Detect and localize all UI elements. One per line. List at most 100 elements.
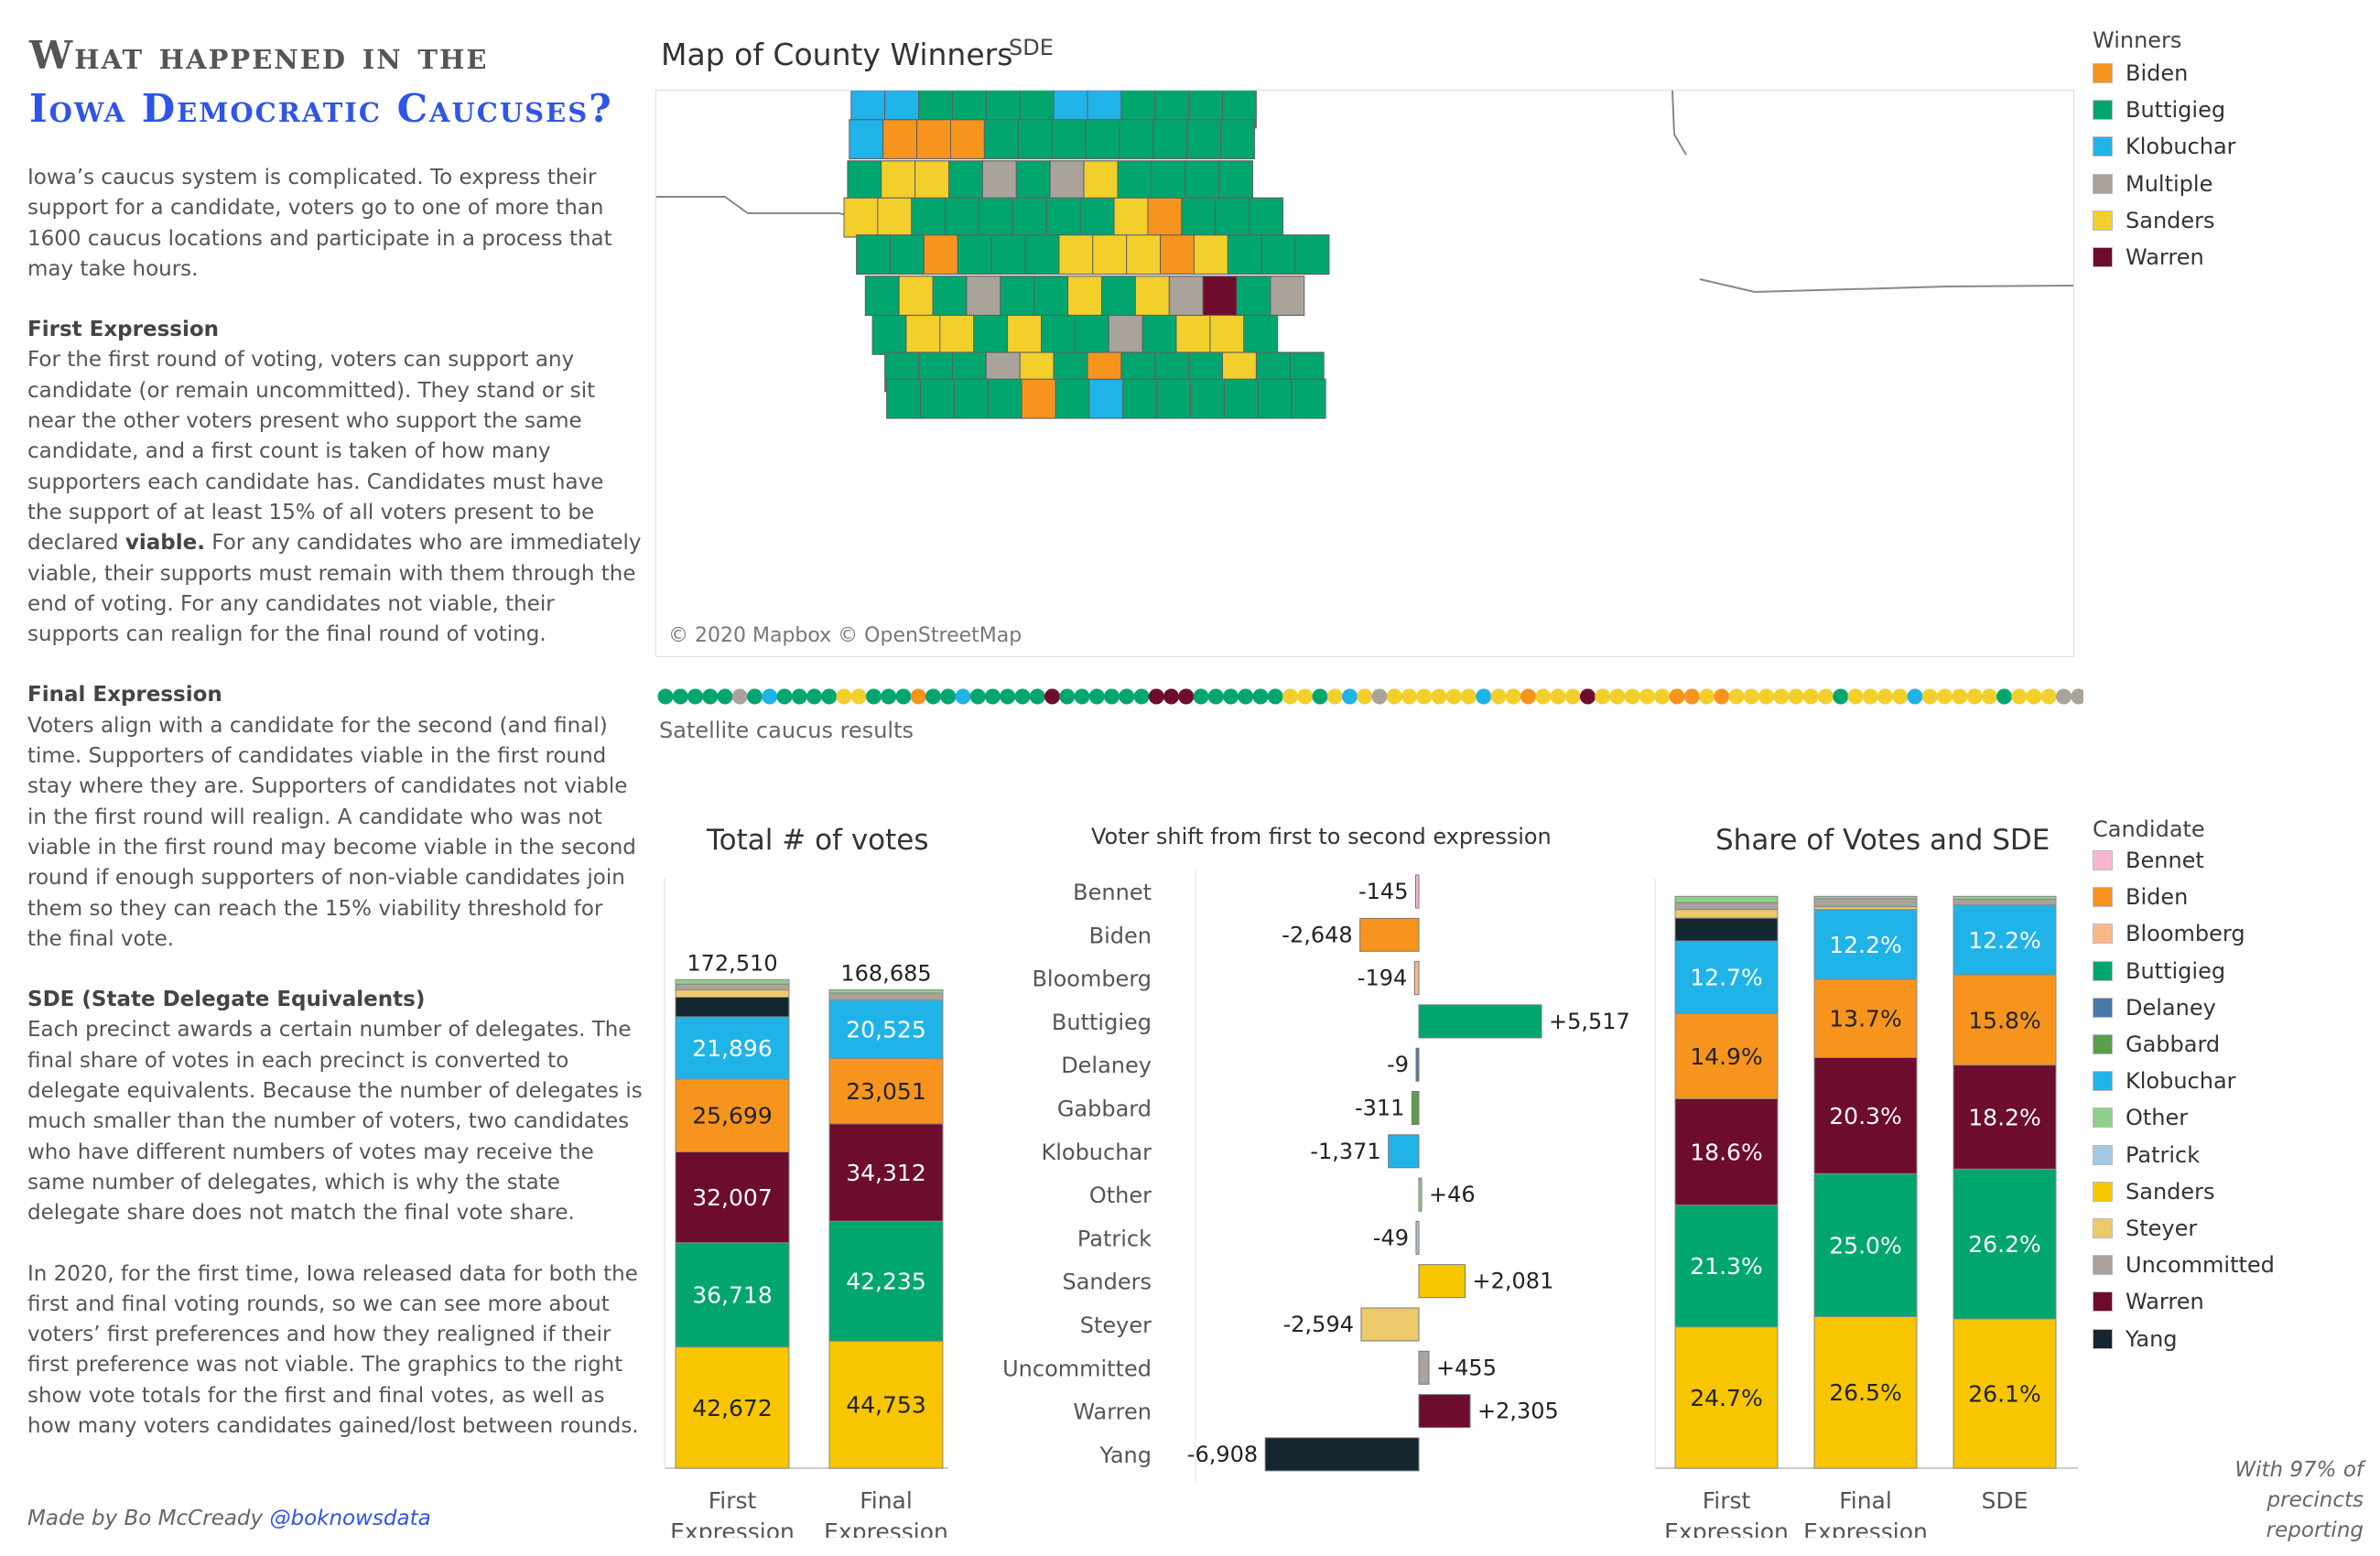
satellite-dot[interactable] [1088,688,1105,705]
county[interactable] [1007,314,1042,355]
satellite-dot[interactable] [836,688,852,705]
satellite-dot[interactable] [806,688,822,705]
satellite-dot[interactable] [1252,688,1269,705]
county[interactable] [923,234,958,276]
shift-bar-gabbard[interactable] [1411,1091,1420,1125]
satellite-dot[interactable] [672,688,688,705]
bar-uncommitted-first-expression[interactable] [675,983,790,990]
satellite-dot[interactable] [955,688,971,705]
bar-other-first-expression[interactable] [675,978,790,985]
satellite-dot[interactable] [1921,688,1938,705]
satellite-dot[interactable] [969,688,986,705]
bar-sanders-final-expression[interactable] [828,1340,944,1469]
satellite-dot[interactable] [1996,688,2012,705]
bar-klobuchar-sde[interactable] [1953,904,2057,976]
county[interactable] [1160,234,1195,276]
satellite-dot[interactable] [1193,688,1209,705]
county[interactable] [1055,378,1090,419]
satellite-dot[interactable] [1758,688,1774,705]
bar-uncommitted-sde[interactable] [1953,898,2057,906]
county[interactable] [1175,314,1211,355]
county[interactable] [1079,197,1115,238]
county[interactable] [1236,276,1271,317]
satellite-dot[interactable] [1520,688,1536,705]
bar-buttigieg-first-expression[interactable] [1674,1205,1779,1328]
county[interactable] [979,197,1013,238]
satellite-dot[interactable] [1550,688,1566,705]
county[interactable] [1033,276,1069,317]
satellite-dot[interactable] [1461,688,1477,705]
county[interactable] [1185,160,1220,201]
satellite-dot[interactable] [1178,688,1195,705]
satellite-dot[interactable] [850,688,867,705]
county[interactable] [1168,276,1204,317]
satellite-dot[interactable] [1728,688,1745,705]
satellite-dot[interactable] [1104,688,1120,705]
shift-bar-bennet[interactable] [1414,874,1420,909]
county[interactable] [953,378,989,419]
legend-winner-warren[interactable]: Warren [2093,244,2204,270]
shift-bar-uncommitted[interactable] [1418,1350,1430,1385]
credit-handle-link[interactable]: @boknowsdata [269,1507,431,1530]
satellite-dot[interactable] [1416,688,1433,705]
county[interactable] [987,378,1022,419]
bar-sanders-final-expression[interactable] [1813,1315,1918,1469]
legend-candidate-sanders[interactable]: Sanders [2093,1179,2215,1205]
shift-bar-sanders[interactable] [1418,1264,1466,1299]
satellite-dot[interactable] [1238,688,1254,705]
county[interactable] [973,314,1009,355]
satellite-dot[interactable] [2026,688,2042,705]
bar-steyer-first-expression[interactable] [675,989,790,998]
satellite-dot[interactable] [731,688,748,705]
bar-biden-final-expression[interactable] [828,1057,944,1125]
satellite-dot[interactable] [1564,688,1581,705]
satellite-dot[interactable] [1207,688,1224,705]
county[interactable] [871,314,907,355]
satellite-dot[interactable] [1223,688,1239,705]
county[interactable] [1058,234,1094,276]
satellite-dot[interactable] [1505,688,1521,705]
satellite-dot[interactable] [1818,688,1834,705]
bar-uncommitted-final-expression[interactable] [828,992,944,1001]
county[interactable] [1049,160,1085,201]
satellite-dots[interactable] [655,686,2083,707]
county[interactable] [1141,314,1177,355]
legend-candidate-buttigieg[interactable]: Buttigieg [2093,958,2225,984]
shift-bar-steyer[interactable] [1360,1307,1420,1342]
county[interactable] [981,160,1017,201]
satellite-dot[interactable] [1595,688,1611,705]
legend-candidate-bennet[interactable]: Bennet [2093,848,2204,873]
satellite-dot[interactable] [1163,688,1179,705]
satellite-dot[interactable] [1386,688,1402,705]
county[interactable] [914,160,950,201]
county[interactable] [881,160,916,201]
shift-bar-other[interactable] [1418,1177,1423,1212]
county[interactable] [1223,378,1259,419]
legend-candidate-gabbard[interactable]: Gabbard [2093,1032,2220,1057]
county[interactable] [1190,378,1225,419]
satellite-dot[interactable] [1624,688,1640,705]
bar-warren-first-expression[interactable] [1674,1097,1779,1206]
bar-buttigieg-final-expression[interactable] [1813,1172,1918,1317]
satellite-dot[interactable] [1476,688,1492,705]
satellite-dot[interactable] [1267,688,1283,705]
satellite-dot[interactable] [747,688,763,705]
county[interactable] [1151,160,1186,201]
bar-warren-final-expression[interactable] [828,1123,944,1222]
legend-candidate-other[interactable]: Other [2093,1105,2188,1130]
shift-bar-patrick[interactable] [1415,1220,1420,1255]
legend-candidate-delaney[interactable]: Delaney [2093,995,2216,1021]
satellite-dot[interactable] [1326,688,1343,705]
shift-bar-klobuchar[interactable] [1388,1134,1420,1169]
county[interactable] [1015,160,1051,201]
county[interactable] [1193,234,1228,276]
county[interactable] [1117,160,1152,201]
county[interactable] [948,160,983,201]
bar-biden-first-expression[interactable] [1674,1012,1779,1099]
legend-winner-sanders[interactable]: Sanders [2093,208,2215,233]
legend-winner-biden[interactable]: Biden [2093,60,2188,86]
legend-winner-multiple[interactable]: Multiple [2093,171,2212,197]
satellite-dot[interactable] [1862,688,1878,705]
satellite-dot[interactable] [1892,688,1909,705]
satellite-dot[interactable] [1877,688,1893,705]
